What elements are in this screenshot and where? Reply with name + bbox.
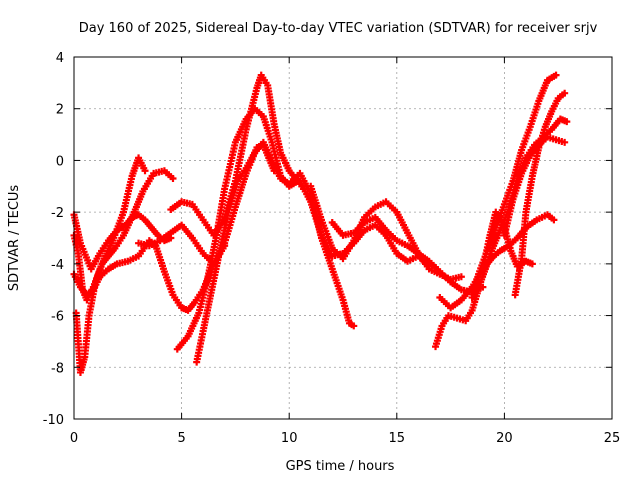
y-axis-title: SDTVAR / TECUs bbox=[7, 185, 22, 292]
x-axis-title: GPS time / hours bbox=[286, 459, 395, 474]
series-track-2 bbox=[70, 154, 149, 304]
data-point-marker bbox=[550, 216, 558, 224]
x-tick-label: 25 bbox=[604, 431, 621, 446]
series-track-16 bbox=[500, 133, 569, 239]
series-track-7 bbox=[173, 105, 302, 353]
chart-title: Day 160 of 2025, Sidereal Day-to-day VTE… bbox=[79, 21, 598, 36]
data-point-marker bbox=[552, 71, 560, 79]
series-track-10 bbox=[307, 182, 465, 283]
data-point-marker bbox=[350, 322, 358, 330]
x-tick-label: 15 bbox=[389, 431, 406, 446]
series-track-17 bbox=[511, 89, 569, 299]
data-point-marker bbox=[563, 118, 571, 126]
data-point-marker bbox=[141, 167, 149, 175]
y-tick-label: -4 bbox=[51, 258, 64, 273]
y-tick-label: -2 bbox=[51, 206, 64, 221]
x-tick-label: 5 bbox=[177, 431, 185, 446]
data-point-marker bbox=[169, 175, 177, 183]
series-track-14 bbox=[468, 71, 560, 301]
plot-frame bbox=[73, 56, 613, 420]
y-tick-label: -8 bbox=[51, 361, 64, 376]
data-point-marker bbox=[457, 273, 465, 281]
y-tick-label: 0 bbox=[56, 154, 64, 169]
y-tick-label: 4 bbox=[56, 51, 64, 66]
data-point-marker bbox=[528, 260, 536, 268]
data-point-marker bbox=[561, 89, 569, 97]
series-track-6 bbox=[167, 71, 315, 239]
y-tick-label: -6 bbox=[51, 310, 64, 325]
series-track-5 bbox=[135, 141, 278, 268]
x-tick-label: 20 bbox=[496, 431, 513, 446]
series-track-8 bbox=[193, 138, 358, 366]
data-point-marker bbox=[561, 138, 569, 146]
axes: 0 5 10 15 20 25 -10 -8 -6 -4 -2 0 2 4 bbox=[43, 51, 621, 446]
x-tick-label: 0 bbox=[70, 431, 78, 446]
series-track-11 bbox=[328, 213, 487, 296]
y-tick-label: -10 bbox=[43, 413, 64, 428]
x-tick-label: 10 bbox=[281, 431, 298, 446]
data-marks bbox=[70, 71, 571, 376]
y-tick-label: 2 bbox=[56, 103, 64, 118]
